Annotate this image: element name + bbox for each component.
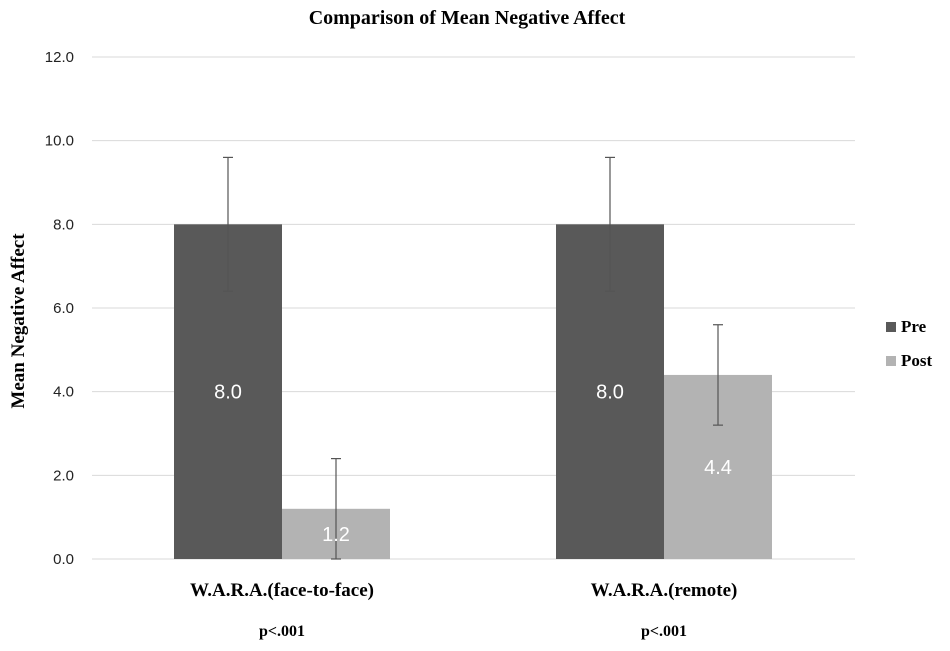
- y-tick-label: 6.0: [53, 300, 74, 317]
- legend-swatch-post: [886, 356, 896, 366]
- legend: Pre Post: [886, 317, 933, 370]
- y-axis-ticks: 0.0 2.0 4.0 6.0 8.0 10.0 12.0: [45, 49, 74, 568]
- y-axis-label: Mean Negative Affect: [8, 233, 29, 409]
- y-tick-label: 0.0: [53, 551, 74, 568]
- y-tick-label: 2.0: [53, 467, 74, 484]
- error-bar-pre-1: [223, 156, 233, 292]
- data-label-pre-1: 8.0: [214, 382, 242, 404]
- data-label-pre-2: 8.0: [596, 382, 624, 404]
- x-category-label: W.A.R.A.(face-to-face): [190, 580, 374, 601]
- error-bar-post-2: [713, 324, 723, 426]
- p-value-annotation: p<.001: [259, 623, 305, 640]
- y-tick-label: 4.0: [53, 384, 74, 401]
- data-labels: 8.0 8.0 1.2 4.4: [214, 382, 732, 546]
- y-tick-label: 8.0: [53, 216, 74, 233]
- y-tick-label: 10.0: [45, 133, 74, 150]
- error-bar-pre-2: [605, 156, 615, 292]
- data-label-post-1: 1.2: [322, 524, 350, 546]
- legend-label-post: Post: [901, 351, 933, 370]
- error-bar-post-1: [331, 458, 341, 560]
- x-axis-categories: W.A.R.A.(face-to-face) p<.001 W.A.R.A.(rem…: [190, 580, 737, 640]
- chart-title: Comparison of Mean Negative Affect: [309, 7, 626, 29]
- y-tick-label: 12.0: [45, 49, 74, 66]
- error-bars: [223, 156, 723, 560]
- legend-label-pre: Pre: [901, 317, 927, 336]
- data-label-post-2: 4.4: [704, 457, 732, 479]
- p-value-annotation: p<.001: [641, 623, 687, 640]
- legend-swatch-pre: [886, 322, 896, 332]
- x-category-label: W.A.R.A.(remote): [591, 580, 738, 601]
